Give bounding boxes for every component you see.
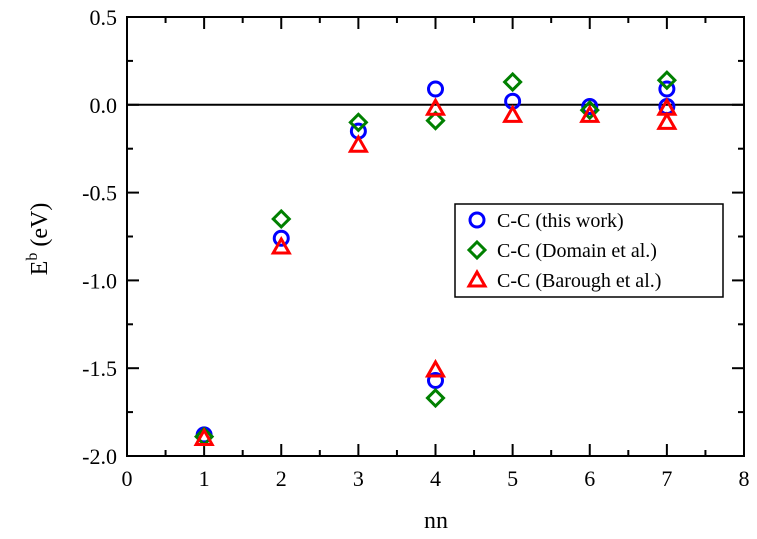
legend-marker-circle <box>468 211 486 229</box>
data-point-diamond <box>502 71 523 93</box>
data-point-triangle <box>193 427 215 446</box>
data-point-circle <box>427 80 444 98</box>
y-tick-label: -1.0 <box>82 268 117 293</box>
data-point-diamond <box>271 208 292 230</box>
x-tick-label: 4 <box>430 466 441 491</box>
y-tick-label: -0.5 <box>82 181 117 206</box>
y-tick-label: 0.5 <box>90 5 118 30</box>
data-point-diamond <box>348 112 369 133</box>
data-point-triangle <box>579 104 601 123</box>
data-point-triangle <box>347 134 369 153</box>
data-point-diamond <box>425 110 446 131</box>
y-tick-label: 0.0 <box>90 93 118 118</box>
x-tick-label: 6 <box>584 466 595 491</box>
legend-marker-triangle <box>466 268 488 288</box>
data-point-circle <box>427 371 444 389</box>
legend-marker-diamond <box>466 239 488 261</box>
series-triangle <box>193 97 678 446</box>
x-axis-label: nn <box>424 508 448 534</box>
data-point-triangle <box>270 236 292 255</box>
data-point-diamond <box>579 99 600 121</box>
x-tick-label: 8 <box>739 466 750 491</box>
y-axis-label-sup: b <box>24 253 41 261</box>
data-point-circle <box>581 98 599 116</box>
data-markers <box>193 70 678 447</box>
data-point-circle <box>658 80 676 98</box>
y-axis-label-unit: (eV) <box>27 203 53 253</box>
x-tick-label: 7 <box>661 466 672 491</box>
y-tick-label: -1.5 <box>82 356 117 381</box>
x-tick-label: 1 <box>199 466 210 491</box>
y-axis-label-main: E <box>27 261 53 276</box>
data-point-diamond <box>656 70 677 91</box>
legend-label: C-C (this work) <box>497 210 624 232</box>
x-tick-label: 2 <box>276 466 287 491</box>
data-point-triangle <box>424 358 447 378</box>
data-point-triangle <box>424 97 447 116</box>
x-tick-label: 5 <box>507 466 518 491</box>
x-tick-label: 0 <box>122 466 133 491</box>
legend-label: C-C (Domain et al.) <box>497 240 657 262</box>
axes: 0 1 2 3 4 5 6 7 8 -2.0 -1.5 -1.0 -0.5 0.0 0.5 <box>82 5 749 491</box>
legend-box <box>454 203 724 298</box>
legend: C-C (this work) C-C (Domain et al.) C-C (B… <box>454 203 724 298</box>
y-tick-label: -2.0 <box>82 444 117 469</box>
y-axis-label: Eb (eV) <box>24 203 53 276</box>
data-point-diamond <box>425 387 446 409</box>
legend-label: C-C (Barough et al.) <box>497 270 661 292</box>
x-tick-label: 3 <box>353 466 364 491</box>
data-point-triangle <box>502 104 524 123</box>
data-point-circle <box>272 229 290 247</box>
data-point-triangle <box>656 111 678 130</box>
